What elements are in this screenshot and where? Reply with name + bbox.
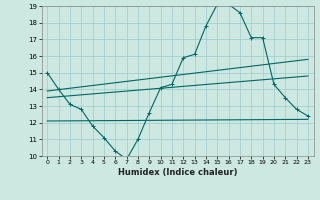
X-axis label: Humidex (Indice chaleur): Humidex (Indice chaleur) [118, 168, 237, 177]
